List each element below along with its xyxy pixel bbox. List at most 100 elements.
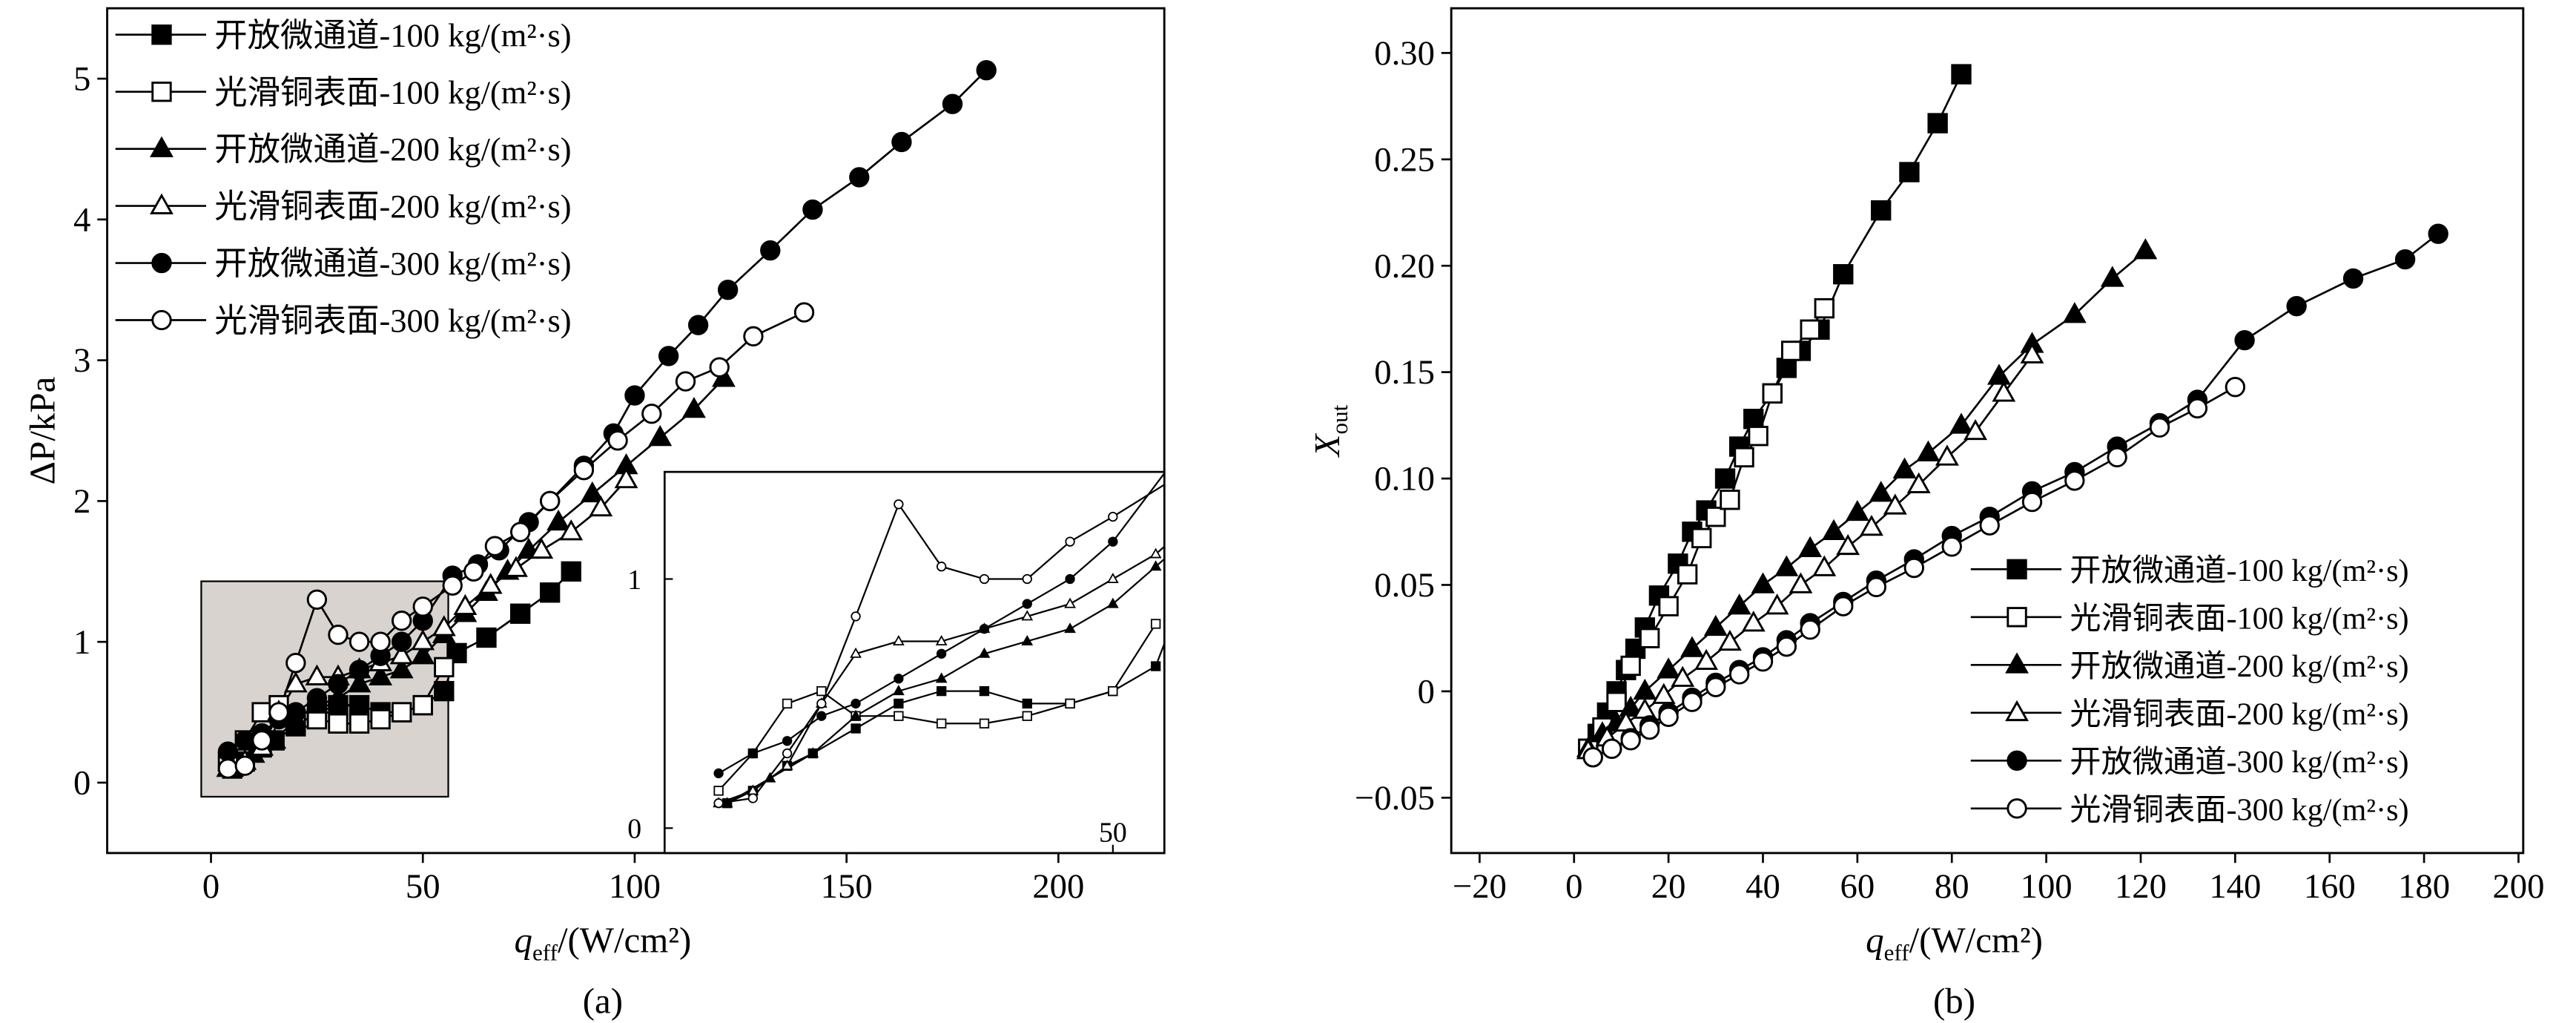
triangle-marker — [1106, 597, 1119, 608]
triangle-marker — [2133, 238, 2158, 260]
square-marker — [1720, 490, 1740, 510]
square-marker — [1022, 711, 1032, 721]
triangle-marker — [411, 629, 435, 651]
square-marker — [328, 713, 349, 734]
triangle-marker — [850, 647, 862, 658]
circle-marker — [1665, 14, 1674, 23]
square-marker — [816, 685, 827, 697]
square-marker — [476, 627, 497, 648]
x-tick-label: 160 — [2304, 867, 2356, 906]
circle-marker — [1366, 326, 1375, 335]
circle-marker — [1776, 636, 1797, 657]
legend-label: 开放微通道-100 kg/(m²·s) — [2070, 553, 2408, 588]
square-marker — [446, 642, 467, 664]
circle-marker — [1537, 139, 1546, 148]
legend-label: 开放微通道-200 kg/(m²·s) — [214, 131, 571, 168]
circle-marker — [979, 573, 990, 585]
circle-marker — [509, 522, 531, 542]
square-marker — [349, 694, 370, 716]
square-marker — [1150, 661, 1161, 671]
y-axis-label: ΔP/kPa — [22, 376, 62, 484]
triangle-marker — [1280, 450, 1289, 458]
circle-marker — [1941, 536, 1962, 557]
square-marker — [1714, 468, 1736, 489]
circle-marker — [1833, 596, 1854, 616]
x-tick-label: 0 — [1565, 867, 1582, 906]
circle-marker — [1682, 691, 1703, 712]
circle-marker — [1065, 573, 1075, 585]
triangle-marker — [1237, 487, 1246, 495]
circle-marker — [1022, 599, 1032, 609]
circle-marker — [2286, 296, 2307, 317]
triangle-marker — [2062, 302, 2087, 323]
circle-marker — [1708, 89, 1717, 98]
x-label-sub: eff — [1884, 939, 1910, 965]
y-label-sub: out — [1327, 404, 1353, 434]
x-tick-label: 180 — [2398, 867, 2450, 906]
inset-plot — [713, 14, 1717, 809]
x-tick-label: 0 — [202, 867, 219, 906]
circle-marker — [1503, 219, 1512, 228]
circle-marker — [793, 302, 815, 323]
circle-marker — [936, 562, 947, 572]
circle-marker — [328, 625, 349, 645]
x-axis-label: qeff/(W/cm²) — [515, 919, 692, 965]
circle-marker — [1434, 271, 1443, 280]
triangle-marker — [764, 772, 776, 783]
triangle-marker — [1798, 536, 1823, 557]
triangle-marker — [389, 643, 414, 665]
square-marker — [1108, 685, 1118, 697]
circle-marker — [1108, 511, 1118, 522]
circle-marker — [2394, 249, 2416, 270]
inset-y-tick-label: 0 — [627, 814, 641, 845]
triangle-marker — [892, 634, 905, 645]
circle-marker — [687, 315, 709, 335]
triangle-marker — [1812, 555, 1837, 576]
plot-frame — [106, 7, 1166, 855]
triangle-marker — [1633, 678, 1657, 700]
triangle-marker — [1021, 634, 1034, 645]
legend-label: 光滑铜表面-100 kg/(m²·s) — [214, 73, 571, 111]
circle-marker — [717, 280, 739, 300]
legend-marker — [2007, 750, 2027, 772]
triangle-marker — [978, 647, 991, 658]
triangle-marker — [807, 747, 819, 758]
triangle-marker — [648, 425, 673, 447]
circle-marker — [1605, 69, 1614, 78]
y-axis-label: Xout — [1307, 404, 1353, 458]
triangle-marker — [2020, 342, 2044, 364]
square-marker — [392, 702, 412, 723]
triangle-marker — [389, 657, 414, 679]
circle-marker — [1169, 458, 1178, 467]
triangle-marker — [1765, 593, 1789, 615]
circle-marker — [1022, 573, 1032, 585]
square-marker — [370, 708, 391, 730]
legend-label: 光滑铜表面-300 kg/(m²·s) — [214, 302, 571, 339]
circle-marker — [306, 688, 328, 708]
triangle-marker — [1149, 560, 1162, 571]
circle-marker — [1640, 114, 1649, 123]
circle-marker — [217, 741, 239, 762]
triangle-marker — [1892, 457, 1917, 478]
x-tick-label: 100 — [609, 867, 661, 906]
triangle-marker — [2100, 266, 2124, 287]
square-marker — [1951, 64, 1972, 85]
square-marker — [1366, 487, 1375, 496]
circle-marker — [217, 758, 239, 779]
triangle-marker — [1717, 629, 1742, 651]
triangle-marker — [305, 664, 329, 685]
circle-marker — [1323, 363, 1332, 372]
triangle-marker — [1751, 572, 1775, 593]
y-tick-label: 0.15 — [1374, 353, 1435, 392]
square-marker — [1639, 628, 1660, 648]
circle-marker — [1434, 263, 1443, 272]
y-tick-label: 0 — [73, 764, 90, 803]
circle-marker — [709, 357, 730, 378]
legend-marker — [150, 136, 174, 157]
legend-label: 光滑铜表面-100 kg/(m²·s) — [2070, 601, 2408, 636]
y-tick-label: 0 — [1418, 672, 1435, 711]
triangle-marker — [850, 709, 862, 720]
circle-marker — [285, 702, 306, 723]
circle-marker — [392, 631, 412, 652]
series-line — [718, 623, 1157, 792]
